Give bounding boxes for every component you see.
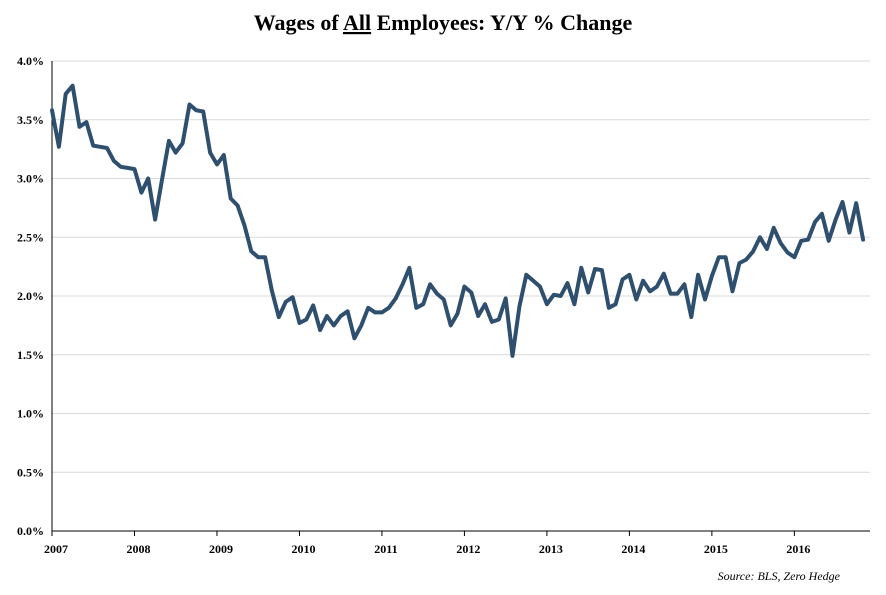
x-tick-label: 2012 bbox=[456, 542, 480, 556]
x-tick-label: 2009 bbox=[209, 542, 233, 556]
y-tick-label: 2.5% bbox=[17, 230, 44, 244]
series-layer bbox=[50, 83, 866, 358]
y-tick-labels: 0.0% 0.5% 1.0% 1.5% 2.0% 2.5% 3.0% 3.5% 4.0% bbox=[17, 54, 44, 538]
x-tick-label: 2008 bbox=[126, 542, 150, 556]
axes bbox=[51, 61, 870, 536]
y-tick-label: 0.5% bbox=[17, 465, 44, 479]
y-tick-label: 0.0% bbox=[17, 524, 44, 538]
y-tick-label: 1.0% bbox=[17, 407, 44, 421]
x-tick-label: 2011 bbox=[374, 542, 397, 556]
y-tick-label: 3.0% bbox=[17, 172, 44, 186]
source-note: Source: BLS, Zero Hedge bbox=[718, 569, 841, 583]
x-tick-label: 2014 bbox=[621, 542, 645, 556]
x-tick-label: 2010 bbox=[291, 542, 315, 556]
series-line-wages bbox=[50, 83, 866, 358]
title-part-3: Employees: Y/Y % Change bbox=[371, 10, 632, 35]
title-part-2: All bbox=[343, 10, 371, 35]
y-tick-label: 2.0% bbox=[17, 289, 44, 303]
grid-lines bbox=[52, 60, 870, 473]
x-tick-label: 2007 bbox=[44, 542, 68, 556]
title-part-1: Wages of bbox=[254, 10, 343, 35]
chart-title: Wages of All Employees: Y/Y % Change bbox=[254, 10, 633, 35]
x-tick-label: 2013 bbox=[539, 542, 563, 556]
x-tick-labels: 2007 2008 2009 2010 2011 2012 2013 2014 2015 2016 bbox=[44, 542, 810, 556]
y-tick-label: 3.5% bbox=[17, 113, 44, 127]
x-tick-label: 2016 bbox=[786, 542, 810, 556]
y-tick-label: 1.5% bbox=[17, 348, 44, 362]
x-tick-label: 2015 bbox=[704, 542, 728, 556]
y-tick-label: 4.0% bbox=[17, 54, 44, 68]
